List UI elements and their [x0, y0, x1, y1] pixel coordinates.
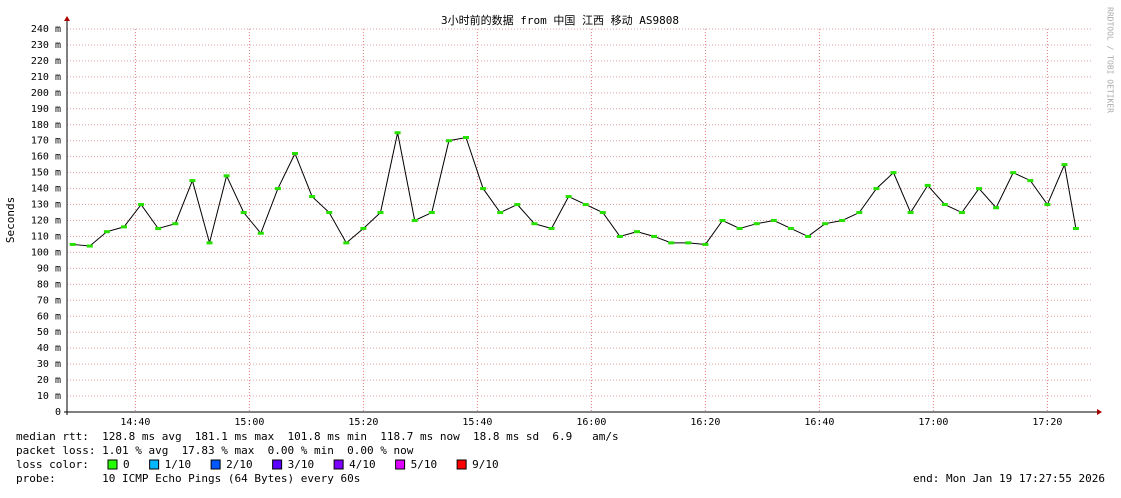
y-tick-label: 110 m	[31, 231, 61, 242]
y-tick-label: 50 m	[37, 327, 61, 338]
x-tick-label: 14:40	[120, 417, 150, 428]
loss-swatch	[333, 459, 344, 470]
y-tick-label: 180 m	[31, 120, 61, 131]
y-tick-label: 60 m	[37, 311, 61, 322]
stats-line: median rtt: 128.8 ms avg 181.1 ms max 10…	[16, 430, 619, 443]
x-tick-label: 15:20	[348, 417, 378, 428]
y-tick-label: 120 m	[31, 216, 61, 227]
y-tick-label: 10 m	[37, 391, 61, 402]
y-tick-label: 200 m	[31, 88, 61, 99]
y-tick-label: 210 m	[31, 72, 61, 83]
y-tick-label: 220 m	[31, 56, 61, 67]
watermark: RRDTOOL / TOBI OETIKER	[1106, 7, 1115, 113]
stats-line: packet loss: 1.01 % avg 17.83 % max 0.00…	[16, 444, 414, 457]
y-tick-label: 130 m	[31, 200, 61, 211]
x-tick-label: 17:00	[918, 417, 948, 428]
y-tick-label: 30 m	[37, 359, 61, 370]
y-tick-label: 80 m	[37, 279, 61, 290]
y-tick-label: 20 m	[37, 375, 61, 386]
chart-title: 3小时前的数据 from 中国 江西 移动 AS9808	[441, 13, 679, 27]
y-tick-label: 190 m	[31, 104, 61, 115]
probe: probe: 10 ICMP Echo Pings (64 Bytes) eve…	[16, 472, 360, 485]
y-tick-label: 70 m	[37, 295, 61, 306]
axis-arrow	[64, 16, 70, 21]
loss-label: 4/10	[349, 458, 376, 471]
x-tick-label: 16:20	[690, 417, 720, 428]
y-axis-label: Seconds	[4, 197, 17, 243]
loss-swatch	[272, 459, 283, 470]
axis-arrow	[1097, 409, 1102, 415]
y-tick-label: 240 m	[31, 24, 61, 35]
loss-title: loss color:	[16, 458, 89, 471]
y-tick-label: 160 m	[31, 152, 61, 163]
loss-label: 1/10	[165, 458, 192, 471]
end-time: end: Mon Jan 19 17:27:55 2026	[913, 472, 1105, 485]
x-tick-label: 16:40	[804, 417, 834, 428]
loss-label: 5/10	[411, 458, 438, 471]
y-tick-label: 0	[55, 407, 61, 418]
loss-swatch	[395, 459, 406, 470]
loss-label: 3/10	[288, 458, 315, 471]
loss-swatch	[456, 459, 467, 470]
y-tick-label: 150 m	[31, 168, 61, 179]
median-line	[72, 132, 1077, 247]
loss-swatch	[107, 459, 118, 470]
y-tick-label: 230 m	[31, 40, 61, 51]
x-tick-label: 16:00	[576, 417, 606, 428]
y-tick-label: 40 m	[37, 343, 61, 354]
x-tick-label: 17:20	[1032, 417, 1062, 428]
x-tick-label: 15:00	[234, 417, 264, 428]
x-tick-label: 15:40	[462, 417, 492, 428]
loss-swatch	[149, 459, 160, 470]
y-tick-label: 140 m	[31, 184, 61, 195]
loss-label: 9/10	[472, 458, 499, 471]
loss-label: 2/10	[226, 458, 253, 471]
y-tick-label: 100 m	[31, 247, 61, 258]
y-tick-label: 170 m	[31, 136, 61, 147]
loss-label: 0	[123, 458, 130, 471]
y-tick-label: 90 m	[37, 263, 61, 274]
loss-swatch	[210, 459, 221, 470]
